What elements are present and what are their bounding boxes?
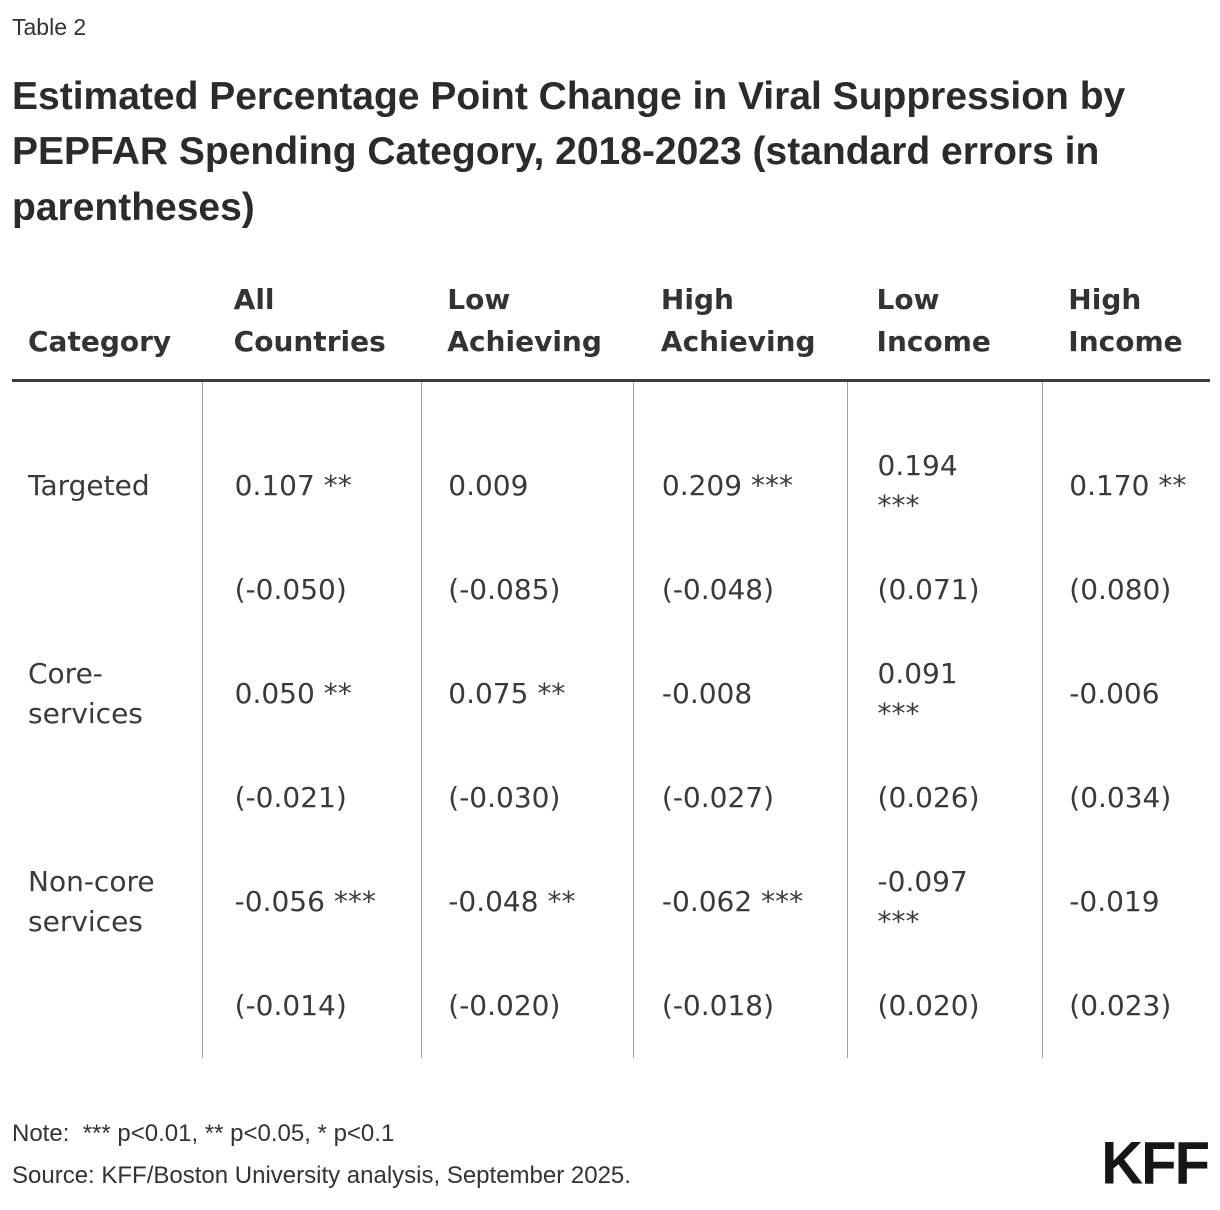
se-value: (-0.050): [234, 573, 347, 607]
estimate-cell: 0.209 ***: [662, 434, 847, 538]
column-header-low-achieving: Low Achieving: [447, 283, 602, 359]
column-header-high-achieving: High Achieving: [660, 283, 816, 359]
column-header-category: Category: [28, 325, 172, 359]
estimate-cell: -0.006: [1069, 642, 1210, 746]
se-value: (0.034): [1069, 781, 1172, 815]
category-label: Core-services: [28, 657, 143, 731]
estimate-value: -0.097 ***: [877, 865, 968, 939]
column-header-all-countries: All Countries: [233, 283, 386, 359]
estimate-value: 0.194 ***: [877, 449, 958, 523]
estimate-value: 0.209 ***: [661, 469, 793, 503]
category-cell-non-core-services: Non-core services: [28, 850, 202, 954]
note-text: Note: *** p<0.01, ** p<0.05, * p<0.1: [12, 1120, 395, 1148]
estimate-value: -0.062 ***: [661, 885, 804, 919]
se-cell: (0.034): [1069, 746, 1210, 850]
estimate-cell: -0.048 **: [448, 850, 633, 954]
se-cell: (-0.014): [235, 954, 422, 1058]
se-value: (0.026): [877, 781, 980, 815]
se-value: (-0.014): [234, 989, 347, 1023]
estimate-value: -0.056 ***: [234, 885, 376, 919]
se-value: (-0.027): [661, 781, 775, 815]
estimate-cell: 0.009: [448, 434, 633, 538]
column-header-high-income: High Income: [1068, 283, 1183, 359]
se-cell: (0.023): [1069, 954, 1210, 1058]
estimate-value: -0.048 **: [448, 885, 576, 919]
estimate-cell: -0.056 ***: [235, 850, 422, 954]
estimate-cell: 0.075 **: [448, 642, 633, 746]
estimate-value: -0.019: [1069, 885, 1160, 919]
estimate-cell: 0.170 **: [1069, 434, 1210, 538]
se-cell: (0.026): [878, 746, 999, 850]
data-column-high-achieving: 0.209 *** (-0.048) -0.008 (-0.027) -0.06…: [632, 382, 847, 1059]
category-label: Targeted: [28, 469, 150, 503]
estimate-cell: -0.019: [1069, 850, 1210, 954]
column-header-low-income: Low Income: [876, 283, 991, 359]
se-value: (0.020): [877, 989, 980, 1023]
category-column: Targeted Core-services Non-core services: [12, 382, 202, 1058]
estimate-value: 0.091 ***: [877, 657, 958, 731]
estimate-value: 0.107 **: [234, 469, 352, 503]
se-cell: (-0.085): [448, 538, 633, 642]
category-cell-core-services: Core-services: [28, 642, 202, 746]
estimate-value: -0.006: [1069, 677, 1160, 711]
estimate-value: 0.075 **: [448, 677, 566, 711]
estimate-cell: 0.107 **: [235, 434, 422, 538]
table-header-row: Category All Countries Low Achieving Hig…: [12, 279, 1210, 383]
se-cell: (0.071): [878, 538, 999, 642]
estimate-cell: 0.194 ***: [878, 434, 999, 538]
data-column-low-income: 0.194 *** (0.071) 0.091 *** (0.026) -0.0…: [846, 382, 1043, 1059]
se-cell: (-0.020): [448, 954, 633, 1058]
estimate-cell: 0.091 ***: [878, 642, 999, 746]
se-value: (-0.020): [448, 989, 561, 1023]
estimate-value: 0.009: [448, 469, 529, 503]
table-body: Targeted Core-services Non-core services…: [12, 382, 1210, 1059]
se-cell: (-0.030): [448, 746, 633, 850]
se-cell: (0.080): [1069, 538, 1210, 642]
category-cell-spacer: [28, 538, 202, 642]
figure-footer: Note: *** p<0.01, ** p<0.05, * p<0.1 Sou…: [12, 1120, 1210, 1197]
category-cell-spacer: [28, 954, 202, 1058]
se-value: (-0.085): [448, 573, 561, 607]
se-value: (0.023): [1069, 989, 1172, 1023]
se-value: (-0.030): [448, 781, 561, 815]
category-cell-spacer: [28, 746, 202, 850]
data-column-high-income: 0.170 ** (0.080) -0.006 (0.034) -0.019 (…: [1042, 382, 1210, 1059]
table-label: Table 2: [12, 14, 87, 40]
se-cell: (-0.050): [235, 538, 422, 642]
se-value: (0.080): [1069, 573, 1172, 607]
estimate-value: 0.170 **: [1069, 469, 1187, 503]
table-title: Estimated Percentage Point Change in Vir…: [12, 75, 1126, 229]
se-cell: (-0.018): [662, 954, 847, 1058]
se-cell: (0.020): [878, 954, 999, 1058]
estimate-cell: -0.062 ***: [662, 850, 847, 954]
se-cell: (-0.027): [662, 746, 847, 850]
se-cell: (-0.021): [235, 746, 422, 850]
estimate-value: -0.008: [661, 677, 753, 711]
data-column-all-countries: 0.107 ** (-0.050) 0.050 ** (-0.021) -0.0…: [201, 382, 422, 1059]
se-value: (-0.021): [234, 781, 347, 815]
estimate-cell: -0.097 ***: [878, 850, 999, 954]
se-value: (0.071): [877, 573, 980, 607]
data-column-low-achieving: 0.009 (-0.085) 0.075 ** (-0.030) -0.048 …: [421, 382, 633, 1059]
data-table: Category All Countries Low Achieving Hig…: [12, 279, 1210, 1059]
estimate-cell: -0.008: [662, 642, 847, 746]
se-value: (-0.018): [661, 989, 775, 1023]
se-cell: (-0.048): [662, 538, 847, 642]
source-text: Source: KFF/Boston University analysis, …: [12, 1162, 631, 1190]
estimate-value: 0.050 **: [234, 677, 352, 711]
category-label: Non-core services: [28, 865, 155, 939]
estimate-cell: 0.050 **: [235, 642, 422, 746]
se-value: (-0.048): [661, 573, 775, 607]
category-cell-targeted: Targeted: [28, 434, 202, 538]
kff-logo: KFF: [1101, 1129, 1210, 1198]
